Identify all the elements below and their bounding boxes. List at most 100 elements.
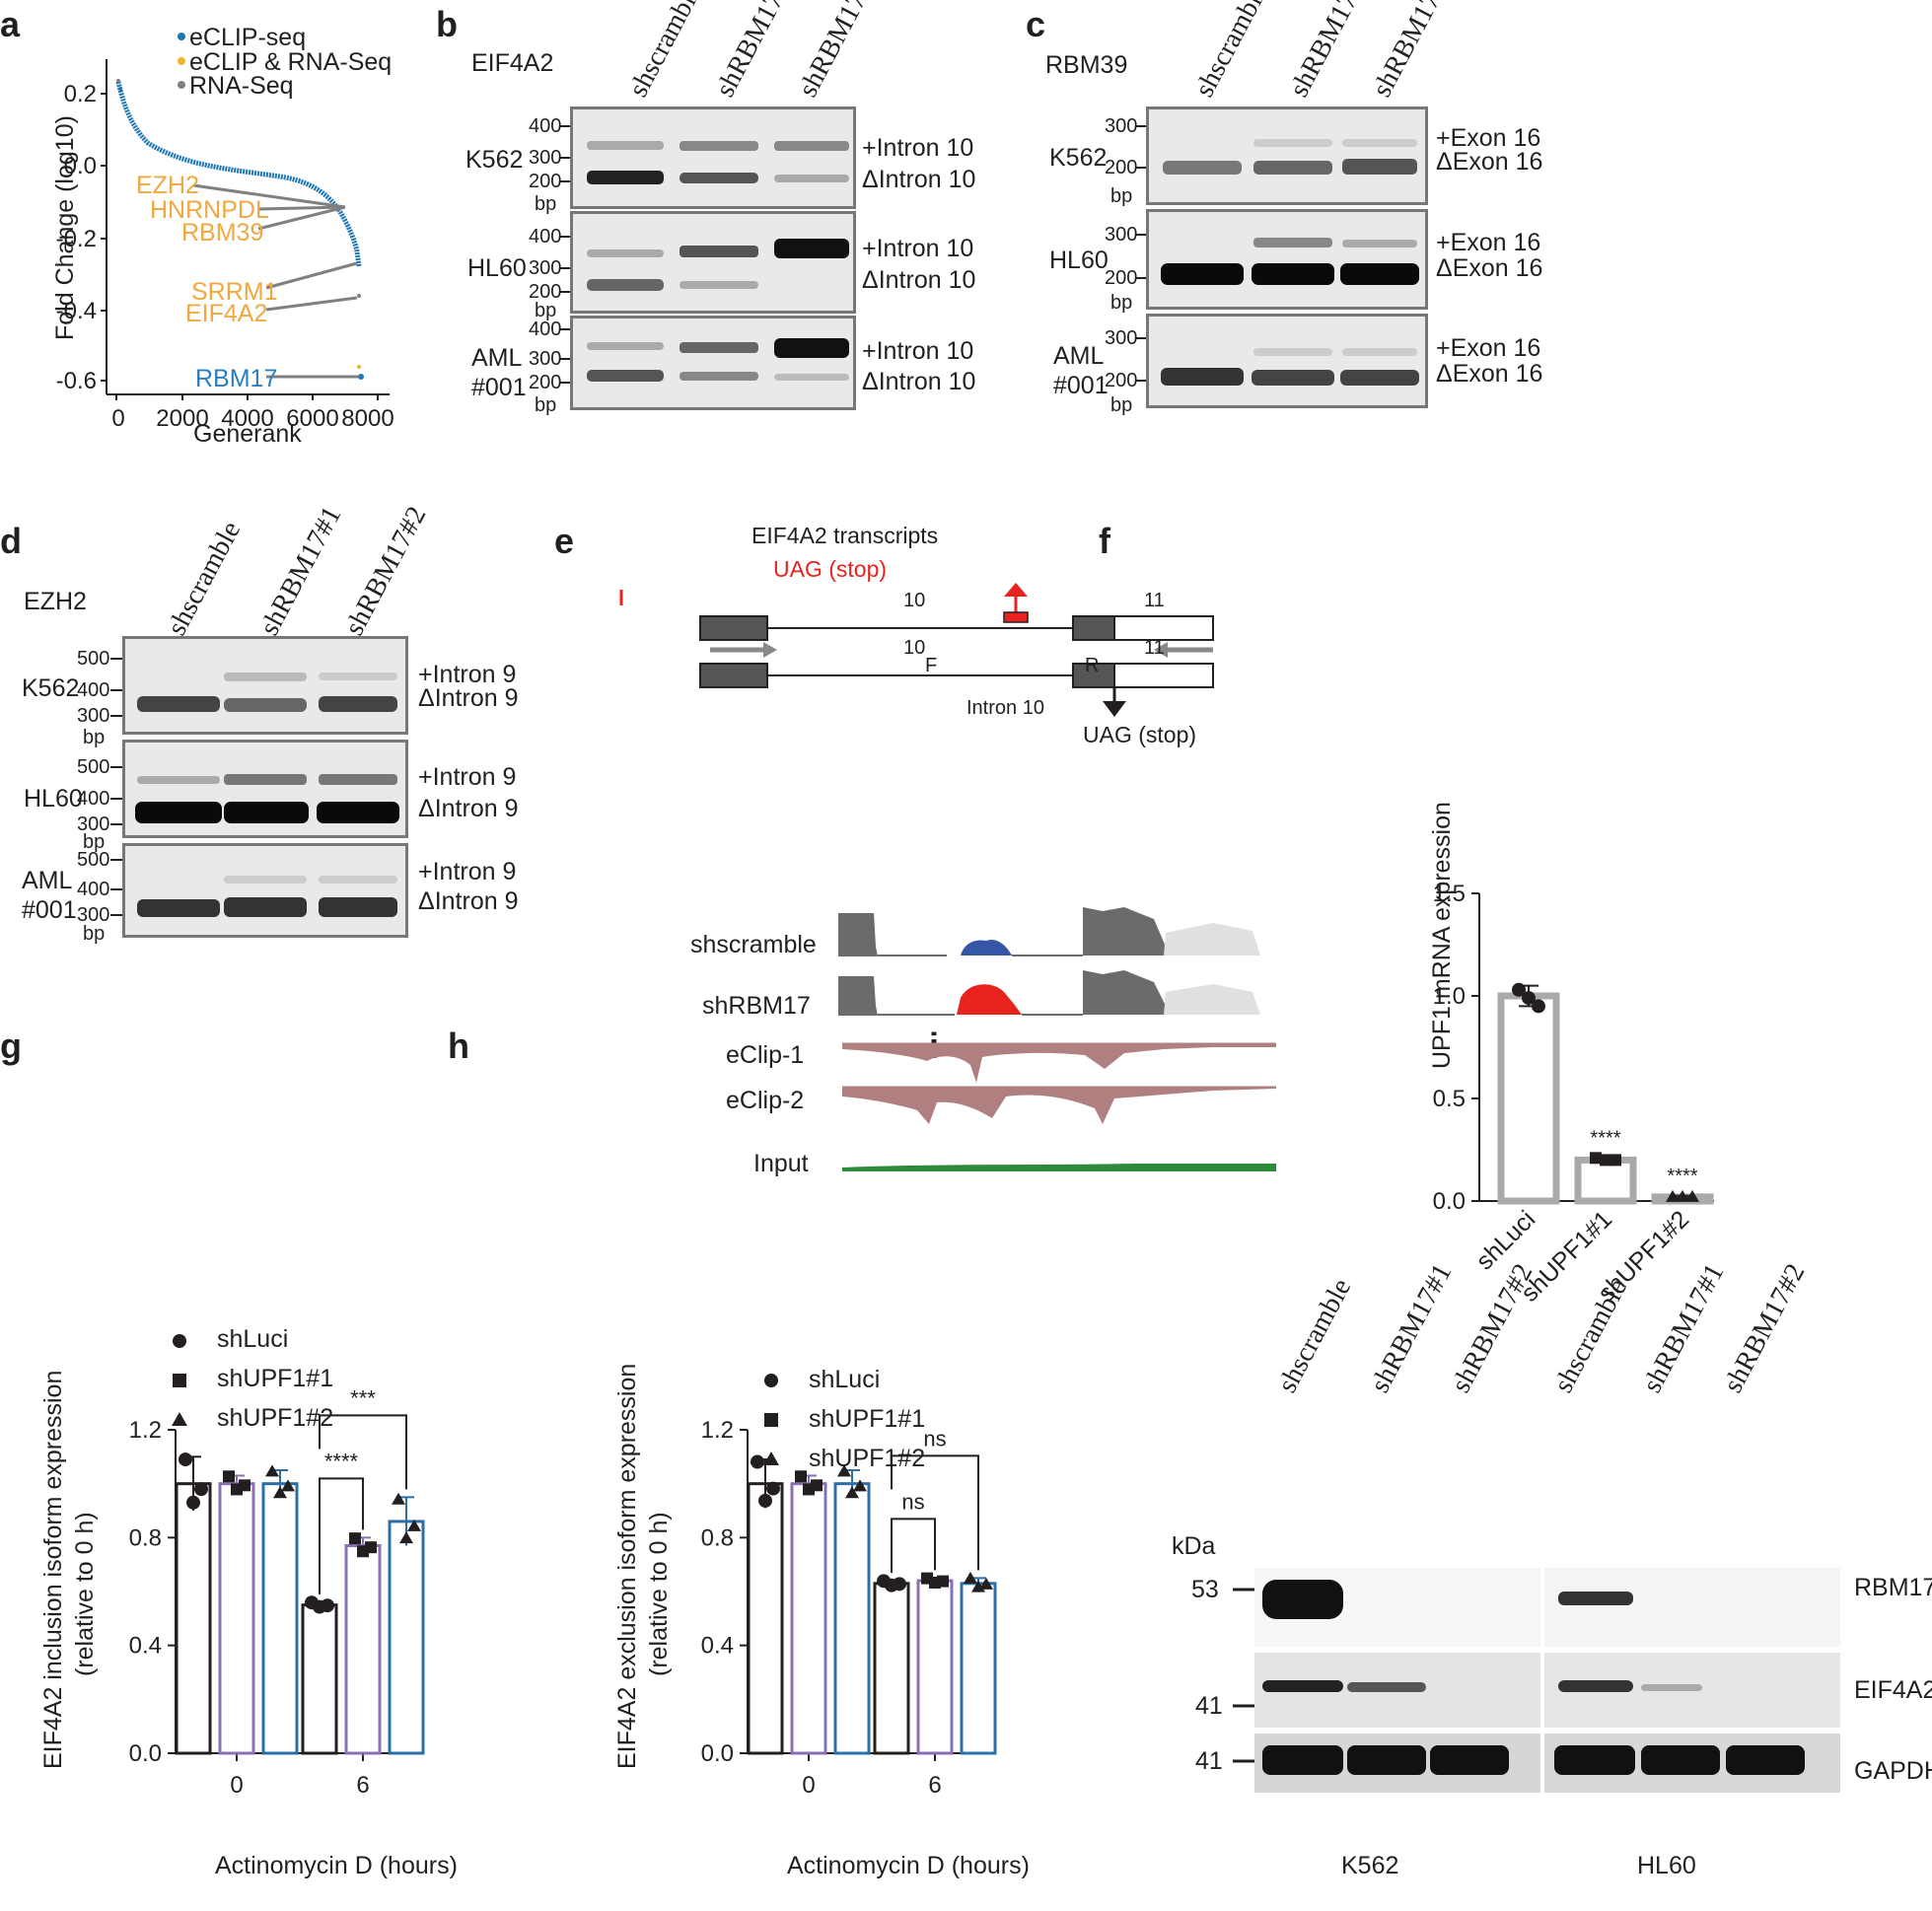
mw-label: 400 <box>529 318 562 340</box>
panel-letter-f: f <box>1099 521 1110 561</box>
band-label-upper: +Intron 9 <box>418 763 517 791</box>
data-point <box>1600 1154 1611 1167</box>
data-point <box>265 1464 279 1477</box>
data-point <box>766 1481 780 1496</box>
mw-label: 300 <box>77 705 110 727</box>
gel-b-hl60 <box>570 211 856 314</box>
y-tick-label: 0.8 <box>701 1524 734 1551</box>
data-point <box>1590 1152 1602 1165</box>
gel-c-k562 <box>1146 106 1428 205</box>
gel-c-aml <box>1146 314 1428 408</box>
svg-text:0.2: 0.2 <box>64 81 97 107</box>
panel-g-ylabel2: (relative to 0 h) <box>71 1512 99 1676</box>
band-label-lower: ΔIntron 9 <box>418 684 519 712</box>
mw-label: 400 <box>529 226 562 248</box>
data-point <box>758 1493 772 1508</box>
data-point <box>392 1492 405 1505</box>
y-tick-label: 0.0 <box>1433 1188 1466 1215</box>
svg-text:8000: 8000 <box>341 405 394 432</box>
mw-label: 500 <box>77 756 110 778</box>
svg-text:-0.2: -0.2 <box>56 226 97 252</box>
y-tick-label: 0.5 <box>1433 1086 1466 1112</box>
data-point <box>1676 1189 1689 1202</box>
cell-label-k562: K562 <box>1049 144 1108 172</box>
track-shrbm17: shRBM17 <box>702 992 811 1020</box>
panel-e-title: EIF4A2 transcripts <box>751 523 939 548</box>
panel-c-lane-2: shRBM17#1 <box>1283 0 1378 103</box>
y-tick-label: 1.5 <box>1433 881 1466 907</box>
mw-label: 300 <box>77 904 110 926</box>
bar <box>960 1582 997 1755</box>
data-point <box>1512 982 1526 997</box>
legend-eclip: eCLIP-seq <box>189 24 307 51</box>
panel-letter-a: a <box>0 4 21 44</box>
cell-label-hl60: HL60 <box>467 254 527 282</box>
cell-label-hl60: HL60 <box>24 785 83 813</box>
svg-text:6000: 6000 <box>286 405 338 432</box>
mw-label: 300 <box>529 348 562 370</box>
annot-ezh2: EZH2 <box>136 172 199 199</box>
panel-a-xlabel: Generank <box>193 420 302 448</box>
panel-g-xlabel: Actinomycin D (hours) <box>215 1852 458 1879</box>
bar <box>344 1544 382 1755</box>
panel-c-ticks <box>1136 125 1146 382</box>
band-label-lower: ΔIntron 9 <box>418 795 519 822</box>
mw-label: 200 <box>1105 370 1138 391</box>
bar <box>747 1482 784 1755</box>
gel-b-aml <box>570 316 856 410</box>
data-point <box>186 1495 200 1510</box>
panel-h-legend-1: shLuci <box>809 1366 881 1393</box>
gel-c-hl60 <box>1146 209 1428 310</box>
band-label-upper: +Intron 10 <box>862 134 974 162</box>
track-shscramble: shscramble <box>690 931 817 958</box>
mw-label: 200 <box>1105 157 1138 178</box>
data-point <box>239 1479 250 1492</box>
panel-d-ticks <box>110 658 122 916</box>
track-input: Input <box>753 1150 809 1177</box>
panel-c-lane-3: shRBM17#2 <box>1366 0 1461 103</box>
protein-eif4a2: EIF4A2 <box>1854 1676 1932 1704</box>
mw-label: 400 <box>77 879 110 900</box>
panel-h-ylabel2: (relative to 0 h) <box>645 1512 673 1676</box>
cell-label-aml: AML #001 <box>22 867 77 924</box>
panel-h-xlabel: Actinomycin D (hours) <box>787 1852 1030 1879</box>
data-point <box>811 1479 823 1492</box>
panel-letter-d: d <box>0 521 22 561</box>
annot-eif4a2: EIF4A2 <box>185 300 268 327</box>
data-point <box>1522 991 1536 1006</box>
data-point <box>853 1479 867 1492</box>
y-tick-label: 0.0 <box>129 1740 162 1767</box>
data-point <box>179 1452 192 1467</box>
bp-label: bp <box>535 300 557 321</box>
blot-lane-1: shscramble <box>1271 1273 1358 1398</box>
data-point <box>365 1541 377 1554</box>
marker-41b: 41 <box>1195 1747 1223 1775</box>
marker-41a: 41 <box>1195 1692 1223 1720</box>
significance-label: **** <box>324 1449 359 1473</box>
mw-label: 300 <box>529 257 562 279</box>
significance-bracket <box>319 1414 407 1490</box>
y-tick-label: 1.2 <box>129 1417 162 1444</box>
data-point <box>1666 1189 1680 1202</box>
blot-lane-3: shRBM17#2 <box>1445 1258 1539 1398</box>
bar <box>261 1482 299 1755</box>
x-tick-label: shLuci <box>1470 1205 1540 1275</box>
x-tick-label: 0 <box>230 1772 243 1799</box>
gel-d-k562 <box>122 636 408 735</box>
band-label-upper: +Intron 10 <box>862 337 974 365</box>
panel-h-legend-2: shUPF1#1 <box>809 1405 926 1433</box>
mw-label: 200 <box>529 372 562 393</box>
data-point <box>795 1470 807 1483</box>
panel-a-plot: 0.2 0.0 -0.2 -0.4 -0.6 0 2000 4000 6000 8000 <box>56 33 394 432</box>
legend-eclip-rnaseq: eCLIP & RNA-Seq <box>189 48 393 76</box>
bp-label: bp <box>83 923 106 945</box>
data-point <box>321 1598 334 1613</box>
svg-text:-0.4: -0.4 <box>56 298 97 324</box>
bar <box>1497 992 1560 1205</box>
band-label-upper: +Exon 16 <box>1436 124 1541 152</box>
band-label-upper: +Intron 10 <box>862 235 974 262</box>
panel-d-lane-2: shRBM17#1 <box>253 501 348 641</box>
chart-h: 0.0 0.4 0.8 1.2 0 6 ns ns <box>701 1417 997 1799</box>
band-label-lower: ΔIntron 9 <box>418 887 519 915</box>
primer-r-label: R <box>1085 655 1100 676</box>
